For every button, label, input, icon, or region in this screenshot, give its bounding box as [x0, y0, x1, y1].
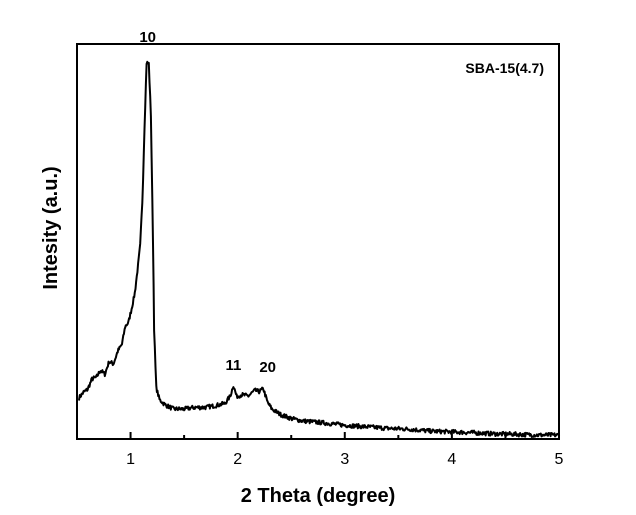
x-tick-label: 3	[340, 451, 349, 468]
sample-label: SBA-15(4.7)	[465, 60, 544, 76]
peak-annotations: 10 11 20	[139, 29, 276, 376]
x-axis-label: 2 Theta (degree)	[241, 485, 395, 507]
peak-label: 20	[259, 359, 276, 376]
plot-frame	[76, 43, 560, 440]
x-tick-label: 5	[555, 451, 564, 468]
x-tick-label: 4	[447, 451, 456, 468]
diffraction-trace	[78, 60, 560, 438]
x-tick-label: 2	[233, 451, 242, 468]
x-axis-tick-labels: 1 2 3 4 5	[126, 451, 563, 468]
peak-label: 11	[225, 357, 241, 374]
y-axis-label: Intesity (a.u.)	[40, 166, 62, 289]
x-tick-label: 1	[126, 451, 135, 468]
peak-label: 10	[139, 29, 156, 46]
